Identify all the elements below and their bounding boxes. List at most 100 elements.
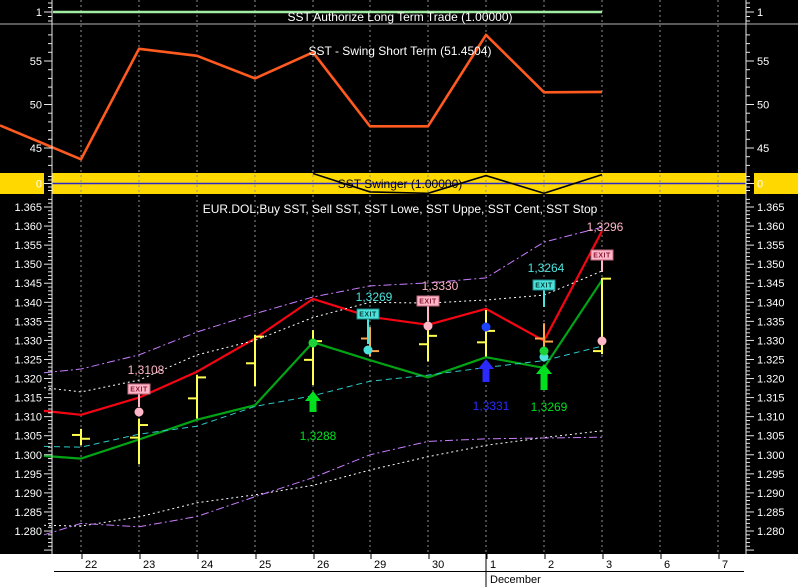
axes-layer: 1 1 45 45 50 50 55 55 0 0 1.280 1.280 1.285 1.285 1.29… (14, 0, 785, 554)
price-axis-label-left: 1.305 (14, 431, 42, 443)
authorize-axis-label-right: 1 (757, 7, 763, 19)
swing-axis-label-left: 45 (30, 143, 42, 155)
price-axis-label-left: 1.345 (14, 278, 42, 290)
price-axis-label-right: 1.365 (757, 202, 785, 214)
exit-badge (416, 295, 440, 307)
price-axis-label-right: 1.315 (757, 393, 785, 405)
price-axis-label-left: 1.280 (14, 526, 42, 538)
price-axis-label-left: 1.285 (14, 507, 42, 519)
price-axis-label-right: 1.345 (757, 278, 785, 290)
price-axis-label-left: 1.335 (14, 316, 42, 328)
buy-marker-26: 1,3288 (300, 338, 337, 443)
exit-badge (127, 383, 151, 395)
swing-axis-label-left: 50 (30, 100, 42, 112)
swing-axis-label-right: 50 (757, 100, 769, 112)
date-label: 26 (317, 559, 329, 571)
price-axis-label-right: 1.300 (757, 450, 785, 462)
indicator-line-sst-uppe-white-dotted- (43, 270, 603, 393)
exit-price-dot (597, 336, 607, 346)
exit-marker-3: EXIT 1,3296 (587, 220, 624, 346)
date-label: 25 (259, 559, 271, 571)
swing-axis-label-right: 55 (757, 56, 769, 68)
exit-marker-30: EXIT 1,3330 (416, 279, 459, 331)
price-axis-label-right: 1.295 (757, 469, 785, 481)
exit-marker-29: EXIT 1,3269 (356, 290, 393, 355)
data-layer: EXIT 1,3108 EXIT 1,3269 EXIT 1,3330 EXIT 1,3264… (0, 10, 746, 536)
ohlc-bar-23 (130, 418, 148, 465)
date-label: 22 (85, 559, 97, 571)
price-axis-label-left: 1.365 (14, 202, 42, 214)
panel-titles: SST Authorize Long Term Trade (1.00000) … (203, 10, 598, 216)
buy-price-label: 1,3288 (300, 429, 337, 443)
exit-badge-text: EXIT (535, 283, 553, 290)
date-label: 6 (664, 559, 670, 571)
price-axis-label-left: 1.290 (14, 488, 42, 500)
buy-price-label: 1,3269 (531, 400, 568, 414)
buy-marker-1: 1,3331 (473, 322, 510, 413)
price-panel-title: EUR.DOL;Buy SST, Sell SST, SST Lowe, SST… (203, 202, 598, 216)
date-strip-background (0, 554, 798, 587)
exit-price-label: 1,3264 (528, 261, 565, 275)
exit-price-label: 1,3296 (587, 220, 624, 234)
ohlc-bar-22 (72, 428, 90, 446)
swinger-axis-label-right: 0 (757, 179, 763, 191)
price-axis-label-left: 1.355 (14, 240, 42, 252)
ohlc-bar-25 (246, 334, 264, 387)
authorize-axis-label-left: 1 (36, 7, 42, 19)
authorize-panel-title: SST Authorize Long Term Trade (1.00000) (287, 10, 512, 24)
exit-badge-text: EXIT (130, 387, 148, 394)
price-axis-label-right: 1.305 (757, 431, 785, 443)
price-axis-label-right: 1.355 (757, 240, 785, 252)
price-axis-label-left: 1.315 (14, 393, 42, 405)
date-label: 23 (143, 559, 155, 571)
date-label: 3 (606, 559, 612, 571)
indicator-line-upper-magenta-dash-dot (43, 226, 603, 374)
price-axis-label-left: 1.340 (14, 297, 42, 309)
price-axis-label-right: 1.335 (757, 316, 785, 328)
swing-axis-label-left: 55 (30, 56, 42, 68)
price-axis-label-left: 1.360 (14, 221, 42, 233)
exit-badge-text: EXIT (359, 312, 377, 319)
date-label: 1 (490, 559, 496, 571)
date-label: 2 (548, 559, 554, 571)
gridlines-layer (0, 0, 798, 553)
price-axis-label-left: 1.350 (14, 259, 42, 271)
swinger-line (312, 172, 603, 195)
price-axis-label-left: 1.310 (14, 412, 42, 424)
swinger-axis-label-left: 0 (36, 179, 42, 191)
buy-arrow-icon (536, 364, 552, 390)
date-label: 30 (432, 559, 444, 571)
price-axis-label-right: 1.330 (757, 335, 785, 347)
indicator-line-sst-stop-red- (43, 230, 603, 416)
buy-price-label: 1,3331 (473, 399, 510, 413)
date-label: 24 (201, 559, 213, 571)
exit-price-label: 1,3269 (356, 290, 393, 304)
swing-axis-label-right: 45 (757, 143, 769, 155)
exit-price-dot (134, 407, 144, 417)
swinger-panel-title: SST Swinger (1.00000) (338, 177, 463, 191)
price-axis-label-right: 1.280 (757, 526, 785, 538)
exit-badge (356, 308, 380, 320)
ohlc-bar-24 (188, 374, 206, 419)
indicator-line-lower-magenta-dash-dot (43, 436, 603, 536)
exit-badge (590, 249, 614, 261)
price-axis-label-right: 1.310 (757, 412, 785, 424)
price-axis-label-right: 1.360 (757, 221, 785, 233)
price-axis-label-left: 1.295 (14, 469, 42, 481)
price-axis-label-left: 1.300 (14, 450, 42, 462)
price-axis-label-right: 1.320 (757, 374, 785, 386)
price-axis-label-left: 1.320 (14, 374, 42, 386)
exit-price-dot (363, 345, 373, 355)
exit-price-label: 1,3108 (128, 363, 165, 377)
buy-price-dot (481, 322, 491, 332)
price-axis-label-right: 1.325 (757, 354, 785, 366)
buy-price-dot (308, 338, 318, 348)
price-axis-label-right: 1.340 (757, 297, 785, 309)
exit-price-dot (423, 321, 433, 331)
date-label: 29 (374, 559, 386, 571)
